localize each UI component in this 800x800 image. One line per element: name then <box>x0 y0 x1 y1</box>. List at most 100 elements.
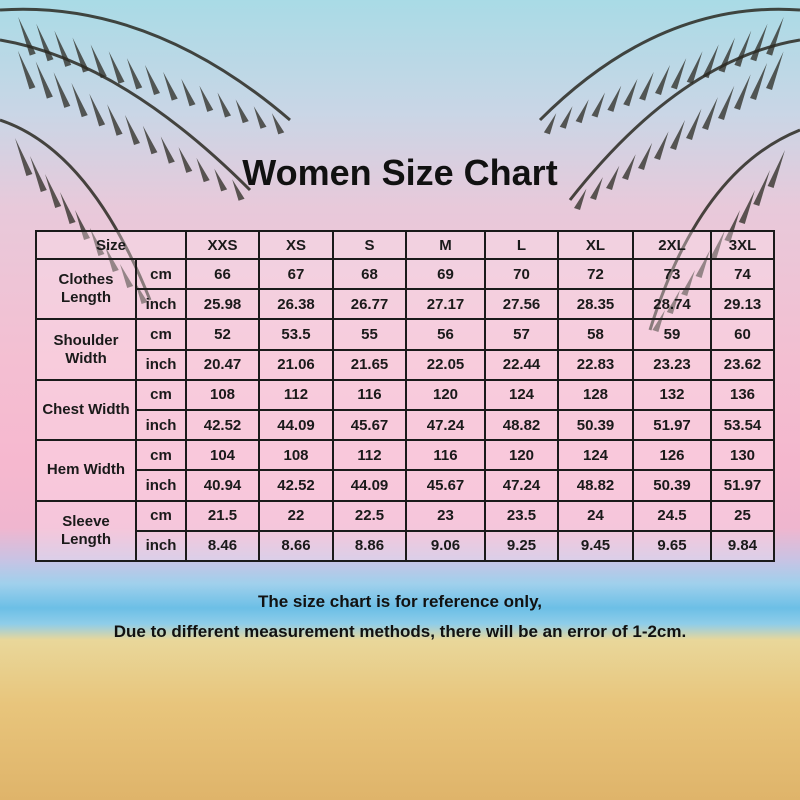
value-cell: 23.62 <box>710 348 776 381</box>
value-cell: 116 <box>332 378 408 411</box>
palm-leaflet <box>623 78 638 107</box>
palm-leaflet <box>767 150 785 188</box>
value-cell: 52 <box>185 318 261 351</box>
palm-leaflet <box>199 85 214 112</box>
value-cell: 72 <box>557 257 635 291</box>
value-cell: 58 <box>557 318 635 351</box>
value-cell: 50.39 <box>557 408 635 442</box>
palm-leaflet <box>89 93 106 127</box>
value-cell: 8.46 <box>185 529 261 563</box>
palm-leaflet <box>766 51 784 90</box>
unit-label: inch <box>134 529 188 563</box>
palm-leaflet <box>18 16 36 56</box>
palm-leaflet <box>607 85 622 112</box>
palm-leaflet <box>53 72 71 108</box>
value-cell: 9.25 <box>484 529 560 563</box>
size-header: Size <box>34 230 188 260</box>
value-cell: 28.74 <box>632 288 713 321</box>
value-cell: 120 <box>484 439 560 472</box>
palm-leaflet <box>702 97 718 130</box>
value-cell: 45.67 <box>332 408 408 442</box>
palm-leaflet <box>638 142 653 170</box>
palm-leaflet <box>160 136 175 164</box>
unit-label: cm <box>134 318 188 351</box>
size-column-header: S <box>332 230 408 260</box>
size-column-header: 2XL <box>632 230 713 260</box>
size-column-header: M <box>405 230 487 260</box>
palm-leaflet <box>145 65 160 95</box>
value-cell: 42.52 <box>258 469 335 502</box>
value-cell: 60 <box>710 318 776 351</box>
palm-leaflet <box>575 99 589 124</box>
palm-leaflet <box>750 23 768 62</box>
value-cell: 23.5 <box>484 499 560 532</box>
value-cell: 48.82 <box>557 469 635 502</box>
value-cell: 26.77 <box>332 288 408 321</box>
value-cell: 124 <box>557 439 635 472</box>
value-cell: 44.09 <box>332 469 408 502</box>
value-cell: 27.17 <box>405 288 487 321</box>
palm-leaflet <box>17 50 36 90</box>
value-cell: 120 <box>405 378 487 411</box>
value-cell: 108 <box>185 378 261 411</box>
size-column-header: L <box>484 230 560 260</box>
value-cell: 25.98 <box>185 288 261 321</box>
palm-leaflet <box>654 131 669 160</box>
palm-leaflet <box>271 113 285 135</box>
table-row: inch 8.46 8.66 8.86 9.06 9.25 9.45 9.65 9.84 <box>36 529 776 563</box>
value-cell: 21.65 <box>332 348 408 381</box>
value-cell: 9.65 <box>632 529 713 563</box>
size-table: Size XXS XS S M L XL 2XL 3XL Clothes Length cm 66 6… <box>34 230 776 563</box>
value-cell: 136 <box>710 378 776 411</box>
palm-leaflet <box>60 192 76 224</box>
value-cell: 67 <box>258 257 335 291</box>
palm-leaflet <box>72 37 89 73</box>
note-line-1: The size chart is for reference only, <box>257 592 543 611</box>
palm-leaflet <box>738 190 755 224</box>
value-cell: 130 <box>710 439 776 472</box>
value-cell: 57 <box>484 318 560 351</box>
chart-title: Women Size Chart <box>242 152 558 193</box>
palm-leaflet <box>639 71 654 101</box>
palm-leaflet <box>253 106 267 129</box>
value-cell: 42.52 <box>185 408 261 442</box>
value-cell: 22.44 <box>484 348 560 381</box>
value-cell: 116 <box>405 439 487 472</box>
value-cell: 24.5 <box>632 499 713 532</box>
value-cell: 47.24 <box>405 408 487 442</box>
value-cell: 8.66 <box>258 529 335 563</box>
size-column-header: XXS <box>185 230 261 260</box>
palm-leaflet <box>622 154 636 180</box>
size-column-header: XS <box>258 230 335 260</box>
measurement-label: Shoulder Width <box>35 318 137 381</box>
table-row: inch 42.52 44.09 45.67 47.24 48.82 50.39 51.97 5… <box>36 408 776 442</box>
palm-leaflet <box>196 157 210 183</box>
value-cell: 8.86 <box>332 529 408 563</box>
measurement-label: Hem Width <box>35 439 137 502</box>
palm-leaflet <box>590 177 603 200</box>
value-cell: 25 <box>710 499 776 532</box>
palm-leaflet <box>543 113 557 135</box>
measurement-label: Clothes Length <box>35 257 137 321</box>
table-row: inch 25.98 26.38 26.77 27.17 27.56 28.35 28.74 2… <box>36 288 776 321</box>
value-cell: 23.23 <box>632 348 713 381</box>
palm-leaflet <box>734 30 752 67</box>
palm-leaflet <box>235 99 249 124</box>
palm-leaflet <box>107 104 123 136</box>
value-cell: 53.54 <box>710 408 776 442</box>
size-column-header: XL <box>557 230 635 260</box>
table-row: Chest Width cm 108 112 116 120 124 128 132 136 <box>35 378 776 442</box>
unit-label: cm <box>134 257 188 291</box>
table-row: Sleeve Length cm 21.5 22 22.5 23 23.5 24 24.5 25 <box>35 499 776 562</box>
palm-leaflet <box>766 16 784 56</box>
value-cell: 9.06 <box>405 529 487 563</box>
palm-leaflet <box>591 92 605 118</box>
palm-leaflet <box>670 58 687 90</box>
table-row: inch 20.47 21.06 21.65 22.05 22.44 22.83 23.23 2… <box>36 348 776 381</box>
palm-leaflet <box>702 44 719 79</box>
value-cell: 104 <box>185 439 261 472</box>
value-cell: 112 <box>258 378 335 411</box>
unit-label: cm <box>134 439 188 472</box>
palm-leaflet <box>217 92 231 118</box>
size-column-header: 3XL <box>710 230 776 260</box>
